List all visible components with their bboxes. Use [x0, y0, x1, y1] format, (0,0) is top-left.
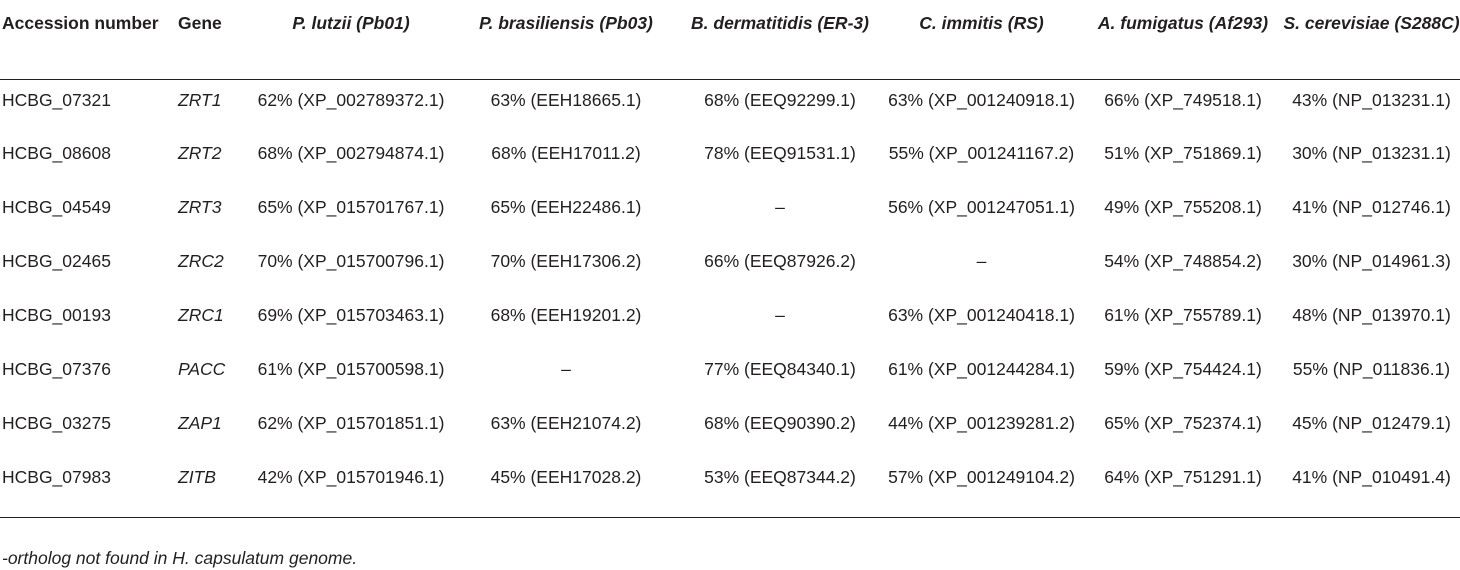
gene-cell: PACC [178, 359, 226, 379]
accession-cell: HCBG_07376 [2, 359, 111, 379]
identity-cell: 65% (EEH22486.1) [490, 197, 642, 217]
identity-cell: 48% (NP_013970.1) [1292, 305, 1451, 325]
gene-cell: ZRT3 [178, 197, 222, 217]
identity-cell: 53% (EEQ87344.2) [680, 457, 880, 518]
identity-cell: 59% (XP_754424.1) [1104, 359, 1262, 379]
identity-cell: 41% (NP_012746.1) [1292, 197, 1451, 217]
header-gene: Gene [178, 0, 250, 80]
identity-cell: 43% (NP_013231.1) [1292, 89, 1451, 110]
accession-cell: HCBG_04549 [2, 197, 111, 217]
table-row: HCBG_00193 ZRC1 69% (XP_015703463.1) 68% (E… [0, 295, 1460, 349]
identity-cell: 30% (NP_013231.1) [1292, 143, 1451, 163]
identity-cell: 51% (XP_751869.1) [1104, 143, 1262, 163]
gene-cell: ZRC1 [178, 305, 224, 325]
identity-cell: 63% (XP_001240418.1) [888, 305, 1075, 325]
identity-cell: 63% (XP_001240918.1) [888, 89, 1075, 110]
gene-cell: ZITB [178, 457, 250, 518]
table-row: HCBG_03275 ZAP1 62% (XP_015701851.1) 63% (E… [0, 403, 1460, 457]
identity-cell: 57% (XP_001249104.2) [880, 457, 1083, 518]
header-species-p-brasiliensis: P. brasiliensis (Pb03) [452, 0, 680, 80]
identity-cell: 41% (NP_010491.4) [1283, 457, 1460, 518]
identity-cell: 49% (XP_755208.1) [1104, 197, 1262, 217]
identity-cell: 61% (XP_015700598.1) [257, 359, 445, 379]
identity-cell: 62% (XP_002789372.1) [257, 89, 445, 110]
accession-cell: HCBG_02465 [2, 251, 111, 271]
gene-cell: ZRC2 [178, 251, 224, 271]
identity-cell: – [775, 305, 785, 325]
identity-cell: 70% (EEH17306.2) [490, 251, 642, 271]
accession-cell: HCBG_00193 [2, 305, 111, 325]
accession-cell: HCBG_07321 [2, 89, 111, 110]
accession-cell: HCBG_08608 [2, 143, 111, 163]
identity-cell: 55% (XP_001241167.2) [888, 143, 1075, 163]
gene-cell: ZAP1 [178, 413, 222, 433]
identity-cell: 63% (EEH18665.1) [490, 89, 642, 110]
identity-cell: – [775, 197, 785, 217]
identity-cell: 78% (EEQ91531.1) [704, 143, 856, 163]
table-row: HCBG_07376 PACC 61% (XP_015700598.1) – 77% (… [0, 349, 1460, 403]
table-footnote: -ortholog not found in H. capsulatum gen… [2, 548, 358, 568]
identity-cell: 61% (XP_001244284.1) [888, 359, 1075, 379]
table-row: HCBG_04549 ZRT3 65% (XP_015701767.1) 65% (E… [0, 187, 1460, 241]
identity-cell: 66% (XP_749518.1) [1104, 89, 1262, 110]
identity-cell: 66% (EEQ87926.2) [704, 251, 856, 271]
header-accession-number: Accession number [0, 0, 178, 80]
identity-cell: 55% (NP_011836.1) [1292, 359, 1451, 379]
identity-cell: 62% (XP_015701851.1) [257, 413, 445, 433]
table-row: HCBG_08608 ZRT2 68% (XP_002794874.1) 68% (E… [0, 133, 1460, 187]
identity-cell: 68% (EEH19201.2) [490, 305, 642, 325]
identity-cell: 77% (EEQ84340.1) [704, 359, 856, 379]
identity-cell: 69% (XP_015703463.1) [257, 305, 445, 325]
header-species-a-fumigatus: A. fumigatus (Af293) [1083, 0, 1283, 80]
identity-cell: – [561, 359, 571, 379]
identity-cell: 65% (XP_752374.1) [1104, 413, 1262, 433]
identity-cell: 63% (EEH21074.2) [490, 413, 642, 433]
identity-cell: 42% (XP_015701946.1) [250, 457, 452, 518]
identity-cell: 45% (NP_012479.1) [1292, 413, 1451, 433]
table-row: HCBG_07983 ZITB 42% (XP_015701946.1) 45% (E… [0, 457, 1460, 518]
identity-cell: 30% (NP_014961.3) [1292, 251, 1451, 271]
gene-cell: ZRT2 [178, 143, 222, 163]
identity-cell: 54% (XP_748854.2) [1104, 251, 1262, 271]
identity-cell: 64% (XP_751291.1) [1083, 457, 1283, 518]
identity-cell: 56% (XP_001247051.1) [888, 197, 1075, 217]
accession-cell: HCBG_07983 [0, 457, 178, 518]
accession-cell: HCBG_03275 [2, 413, 111, 433]
identity-cell: 68% (EEH17011.2) [491, 143, 641, 163]
identity-cell: 68% (EEQ90390.2) [704, 413, 856, 433]
identity-cell: – [976, 251, 987, 271]
table-row: HCBG_07321 ZRT1 62% (XP_002789372.1) 63% (E… [0, 79, 1460, 133]
table-body: HCBG_07321 ZRT1 62% (XP_002789372.1) 63% (E… [0, 79, 1460, 518]
header-species-p-lutzii: P. lutzii (Pb01) [250, 0, 452, 80]
identity-cell: 44% (XP_001239281.2) [888, 413, 1075, 433]
identity-cell: 70% (XP_015700796.1) [257, 251, 445, 271]
identity-cell: 61% (XP_755789.1) [1104, 305, 1262, 325]
identity-cell: 68% (EEQ92299.1) [704, 89, 856, 110]
header-species-b-dermatitidis: B. dermatitidis (ER-3) [680, 0, 880, 80]
header-species-s-cerevisiae: S. cerevisiae (S288C) [1283, 0, 1460, 80]
header-row: Accession number Gene P. lutzii (Pb01) P… [0, 0, 1460, 80]
identity-cell: 65% (XP_015701767.1) [257, 197, 445, 217]
ortholog-table: Accession number Gene P. lutzii (Pb01) P… [0, 0, 1460, 518]
identity-cell: 45% (EEH17028.2) [452, 457, 680, 518]
identity-cell: 68% (XP_002794874.1) [257, 143, 445, 163]
gene-cell: ZRT1 [178, 89, 222, 110]
header-species-c-immitis: C. immitis (RS) [880, 0, 1083, 80]
table-row: HCBG_02465 ZRC2 70% (XP_015700796.1) 70% (E… [0, 241, 1460, 295]
